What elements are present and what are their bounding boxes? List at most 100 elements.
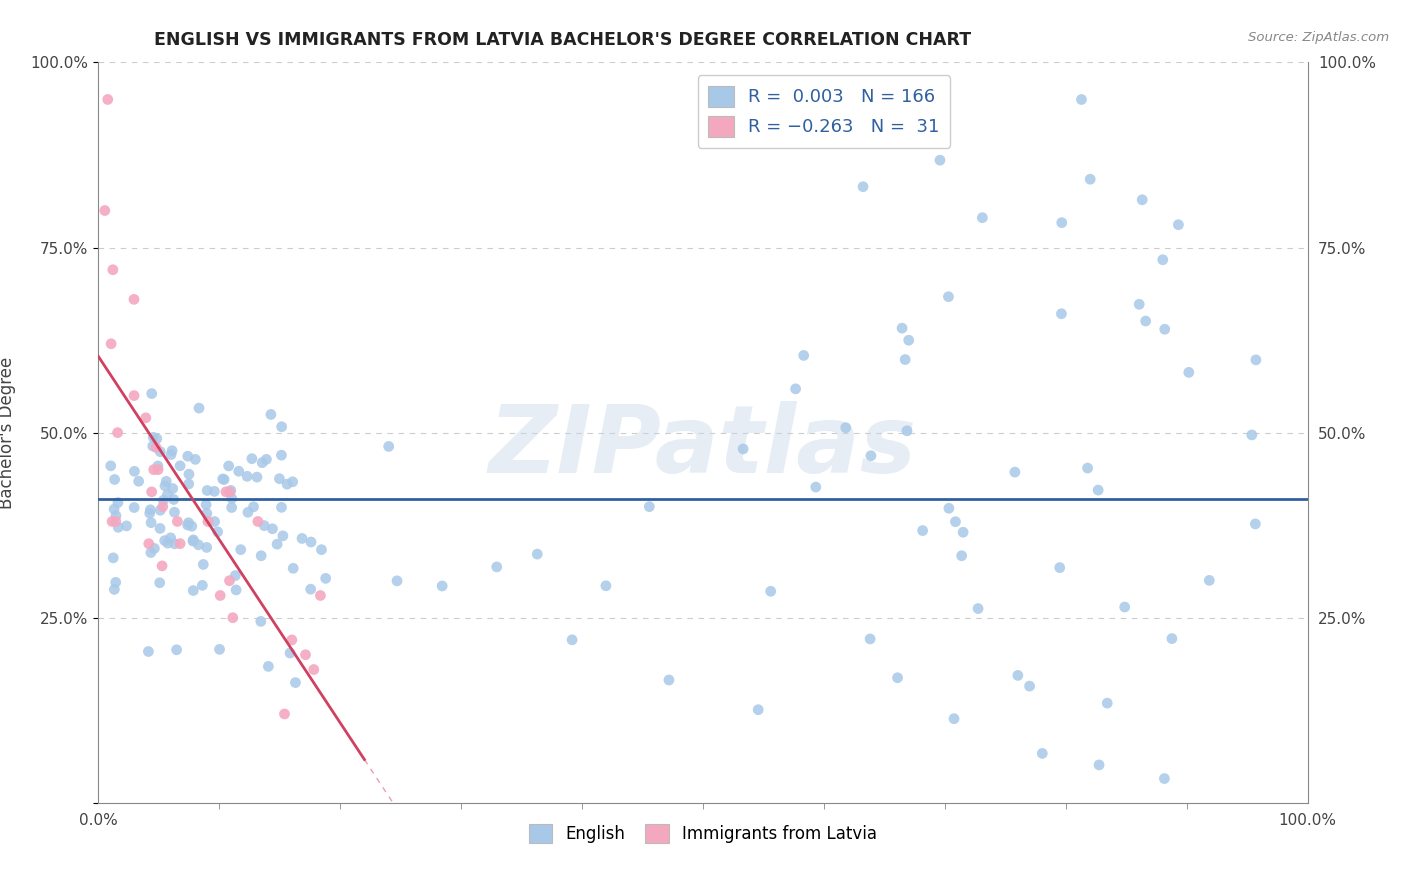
Point: [104, 508, 127, 523]
Point: [253, 518, 276, 533]
Point: [294, 648, 316, 662]
Point: [195, 507, 218, 521]
Point: [152, 493, 174, 508]
Point: [377, 439, 399, 453]
Point: [793, 348, 815, 362]
Point: [177, 477, 200, 491]
Point: [262, 522, 284, 536]
Point: [166, 515, 188, 529]
Point: [1152, 252, 1174, 267]
Point: [1097, 696, 1119, 710]
Point: [1161, 632, 1184, 646]
Point: [160, 448, 183, 462]
Point: [197, 515, 219, 529]
Point: [146, 432, 169, 446]
Point: [188, 401, 211, 415]
Point: [104, 515, 127, 529]
Point: [193, 558, 215, 572]
Point: [236, 505, 259, 519]
Point: [260, 408, 283, 422]
Point: [250, 615, 273, 629]
Point: [141, 386, 163, 401]
Point: [270, 419, 292, 434]
Point: [195, 541, 218, 555]
Point: [1244, 352, 1267, 367]
Point: [181, 583, 204, 598]
Point: [1031, 747, 1053, 761]
Point: [122, 293, 145, 307]
Point: [122, 500, 145, 515]
Point: [124, 464, 146, 478]
Point: [150, 558, 173, 573]
Point: [1007, 668, 1029, 682]
Point: [209, 589, 232, 603]
Point: [266, 537, 288, 551]
Point: [141, 484, 163, 499]
Point: [1070, 93, 1092, 107]
Point: [271, 529, 294, 543]
Point: [859, 449, 882, 463]
Point: [221, 500, 243, 515]
Point: [1004, 465, 1026, 479]
Point: [1050, 216, 1073, 230]
Point: [195, 498, 218, 512]
Point: [938, 290, 960, 304]
Point: [246, 470, 269, 484]
Point: [104, 473, 127, 487]
Point: [911, 524, 934, 538]
Point: [163, 492, 186, 507]
Point: [240, 451, 263, 466]
Point: [187, 538, 209, 552]
Point: [1244, 516, 1267, 531]
Point: [224, 568, 246, 582]
Point: [166, 642, 188, 657]
Legend: English, Immigrants from Latvia: English, Immigrants from Latvia: [522, 817, 884, 850]
Point: [638, 500, 661, 514]
Point: [146, 462, 169, 476]
Point: [146, 458, 169, 473]
Point: [156, 488, 179, 502]
Point: [1050, 307, 1073, 321]
Point: [155, 475, 177, 489]
Point: [1240, 428, 1263, 442]
Point: [138, 644, 160, 658]
Point: [658, 673, 681, 687]
Point: [94, 203, 117, 218]
Point: [228, 464, 250, 478]
Point: [276, 477, 298, 491]
Point: [143, 541, 166, 556]
Point: [1114, 600, 1136, 615]
Point: [595, 579, 617, 593]
Point: [972, 211, 994, 225]
Point: [291, 532, 314, 546]
Point: [278, 646, 301, 660]
Point: [153, 479, 176, 493]
Point: [897, 333, 920, 347]
Point: [1153, 322, 1175, 336]
Point: [207, 524, 229, 539]
Point: [122, 388, 145, 402]
Point: [107, 425, 129, 440]
Point: [299, 582, 322, 597]
Point: [242, 500, 264, 514]
Point: [215, 484, 238, 499]
Point: [202, 484, 225, 499]
Point: [180, 519, 202, 533]
Point: [952, 525, 974, 540]
Point: [163, 537, 186, 551]
Point: [747, 703, 769, 717]
Point: [385, 574, 408, 588]
Point: [859, 632, 882, 646]
Point: [139, 502, 162, 516]
Point: [733, 442, 755, 456]
Point: [886, 671, 908, 685]
Point: [169, 536, 191, 550]
Point: [225, 582, 247, 597]
Point: [229, 542, 252, 557]
Point: [804, 480, 827, 494]
Point: [212, 473, 235, 487]
Point: [250, 456, 273, 470]
Point: [104, 575, 127, 590]
Point: [785, 382, 807, 396]
Point: [138, 536, 160, 550]
